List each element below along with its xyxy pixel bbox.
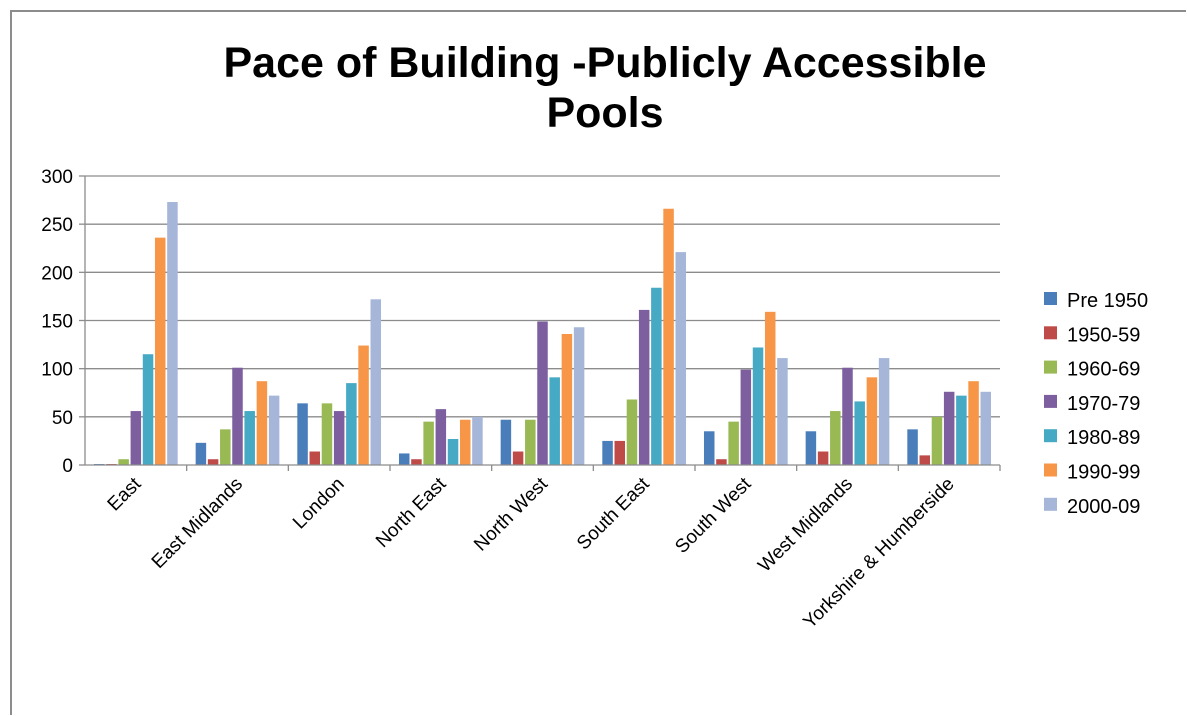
legend-label: 1990-99: [1067, 462, 1140, 484]
bar: [370, 299, 382, 465]
bar: [854, 401, 865, 465]
bar: [626, 399, 638, 465]
legend-label: 1970-79: [1067, 393, 1140, 415]
bar: [154, 237, 166, 465]
bar: [447, 438, 459, 465]
legend-swatch: [1044, 292, 1057, 305]
bar: [549, 377, 560, 465]
chart-title-line-2: Pools: [546, 89, 664, 137]
bar: [703, 431, 715, 465]
bar: [842, 367, 853, 465]
bar: [777, 358, 788, 465]
bar: [500, 419, 512, 465]
x-category-label: South West: [671, 473, 756, 558]
bar: [980, 391, 992, 465]
bar: [256, 381, 268, 465]
bar: [805, 431, 817, 465]
x-category-label: East Midlands: [148, 474, 247, 573]
y-tick-label: 200: [41, 263, 73, 284]
bar: [220, 429, 231, 465]
bar: [537, 321, 548, 465]
bar: [346, 383, 357, 465]
bar: [716, 459, 727, 465]
bar: [817, 451, 829, 465]
bar: [232, 367, 243, 465]
bar: [167, 202, 178, 465]
bar: [207, 459, 219, 465]
bar: [398, 453, 410, 465]
bar: [435, 409, 447, 465]
x-category-label: West Midlands: [754, 474, 857, 577]
bar: [728, 421, 739, 465]
legend-label: 1960-69: [1067, 359, 1140, 381]
bar: [268, 395, 280, 465]
legend-swatch: [1044, 394, 1057, 408]
bar: [195, 442, 207, 465]
y-tick-label: 0: [62, 456, 73, 477]
x-axis: East East Midlands London North East North W…: [85, 464, 1001, 633]
bar: [675, 252, 687, 465]
x-category-label: North East: [372, 473, 451, 552]
bar: [423, 421, 434, 465]
bar: [142, 354, 154, 465]
bar: [663, 208, 674, 465]
bar: [919, 455, 931, 465]
bar: [907, 429, 918, 465]
bar: [472, 416, 483, 465]
legend-label: 1950-59: [1067, 324, 1140, 346]
bar: [740, 369, 752, 465]
y-tick-label: 250: [41, 215, 73, 236]
x-category-label: South East: [573, 473, 654, 554]
bar: [130, 411, 142, 465]
x-category-label: East: [104, 473, 146, 515]
bar: [358, 345, 369, 465]
y-tick-label: 300: [41, 167, 73, 188]
legend-swatch: [1044, 326, 1057, 340]
bar: [309, 451, 321, 465]
y-axis: 0 50 100 150 200 250 300: [41, 167, 86, 477]
bar: [830, 411, 841, 465]
legend-swatch: [1044, 497, 1057, 511]
bar: [752, 347, 764, 465]
chart-frame: [10, 10, 1186, 715]
legend-label: 2000-09: [1067, 496, 1140, 518]
bar: [297, 403, 308, 465]
legend-swatch: [1044, 360, 1057, 374]
bar: [764, 311, 776, 465]
bar: [321, 403, 333, 465]
bar: [943, 391, 955, 465]
chart-title-line-1: Pace of Building -Publicly Accessible: [223, 39, 987, 87]
bar: [956, 395, 967, 465]
bar: [561, 333, 573, 465]
bar: [512, 451, 524, 465]
bar: [244, 411, 255, 465]
y-tick-label: 100: [41, 360, 73, 381]
bar: [459, 419, 471, 465]
legend-label: Pre 1950: [1067, 290, 1148, 312]
legend-swatch: [1044, 429, 1057, 443]
bar: [614, 440, 626, 465]
bar: [333, 411, 345, 465]
bar: [638, 309, 650, 465]
bar: [931, 416, 943, 465]
bar: [525, 419, 536, 465]
bar: [573, 327, 585, 465]
bar: [651, 287, 662, 465]
x-category-label: London: [289, 474, 349, 534]
legend: Pre 1950 1950-59 1960-69 1970-79 1980-89 1990…: [1044, 290, 1148, 518]
bar: [411, 459, 422, 465]
bar: [866, 377, 878, 465]
bars: [93, 202, 992, 465]
x-category-label: North West: [470, 473, 552, 555]
chart-title: Pace of Building -Publicly Accessible Po…: [100, 38, 1110, 138]
bar: [968, 381, 979, 465]
y-tick-label: 150: [41, 312, 73, 333]
legend-swatch: [1044, 463, 1057, 477]
y-tick-label: 50: [52, 408, 73, 429]
legend-label: 1980-89: [1067, 427, 1140, 449]
bar: [118, 459, 129, 465]
bar: [602, 440, 613, 465]
bar: [878, 358, 890, 465]
